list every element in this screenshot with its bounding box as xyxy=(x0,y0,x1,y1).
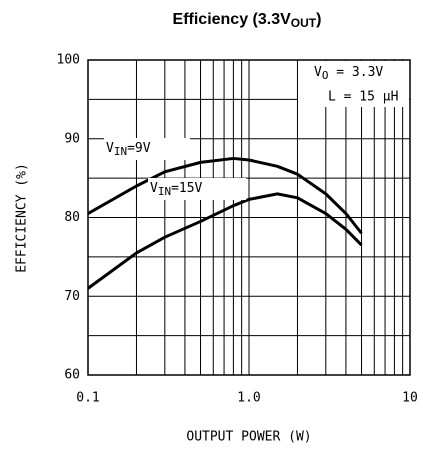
series-label-part: IN xyxy=(158,185,171,198)
series-label: VIN=15V xyxy=(150,181,203,199)
series-label: VIN=9V xyxy=(106,141,151,159)
annotation: VO = 3.3V xyxy=(314,65,383,83)
plot-border xyxy=(87,59,411,376)
y-tick-label: 70 xyxy=(64,289,80,304)
x-tick-label: 1.0 xyxy=(237,391,260,406)
x-tick-label: 10 xyxy=(402,391,418,406)
y-tick-label: 90 xyxy=(64,131,80,146)
x-tick-label: 0.1 xyxy=(76,391,99,406)
y-tick-label: 80 xyxy=(64,210,80,225)
chart-title: Efficiency (3.3VOUT) xyxy=(173,11,322,30)
y-tick-label: 100 xyxy=(57,53,80,68)
annotation-part: = 3.3V xyxy=(328,65,383,80)
series-label-bg xyxy=(148,178,246,200)
annotation-box xyxy=(298,61,409,107)
x-axis-label: OUTPUT POWER (W) xyxy=(186,430,311,445)
series-label-bg xyxy=(104,138,190,160)
annotation-part: O xyxy=(322,69,329,82)
annotation: L = 15 μH xyxy=(328,90,398,105)
series-line xyxy=(87,192,363,290)
annotation-part: V xyxy=(314,65,322,80)
series-label-part: =9V xyxy=(127,141,151,156)
y-tick-label: 60 xyxy=(64,368,80,383)
y-axis-label: EFFICIENCY (%) xyxy=(15,163,30,273)
series-label-part: V xyxy=(106,141,114,156)
series-label-part: =15V xyxy=(171,181,202,196)
series-line xyxy=(87,156,363,235)
series-label-part: IN xyxy=(114,145,127,158)
series-label-part: V xyxy=(150,181,158,196)
